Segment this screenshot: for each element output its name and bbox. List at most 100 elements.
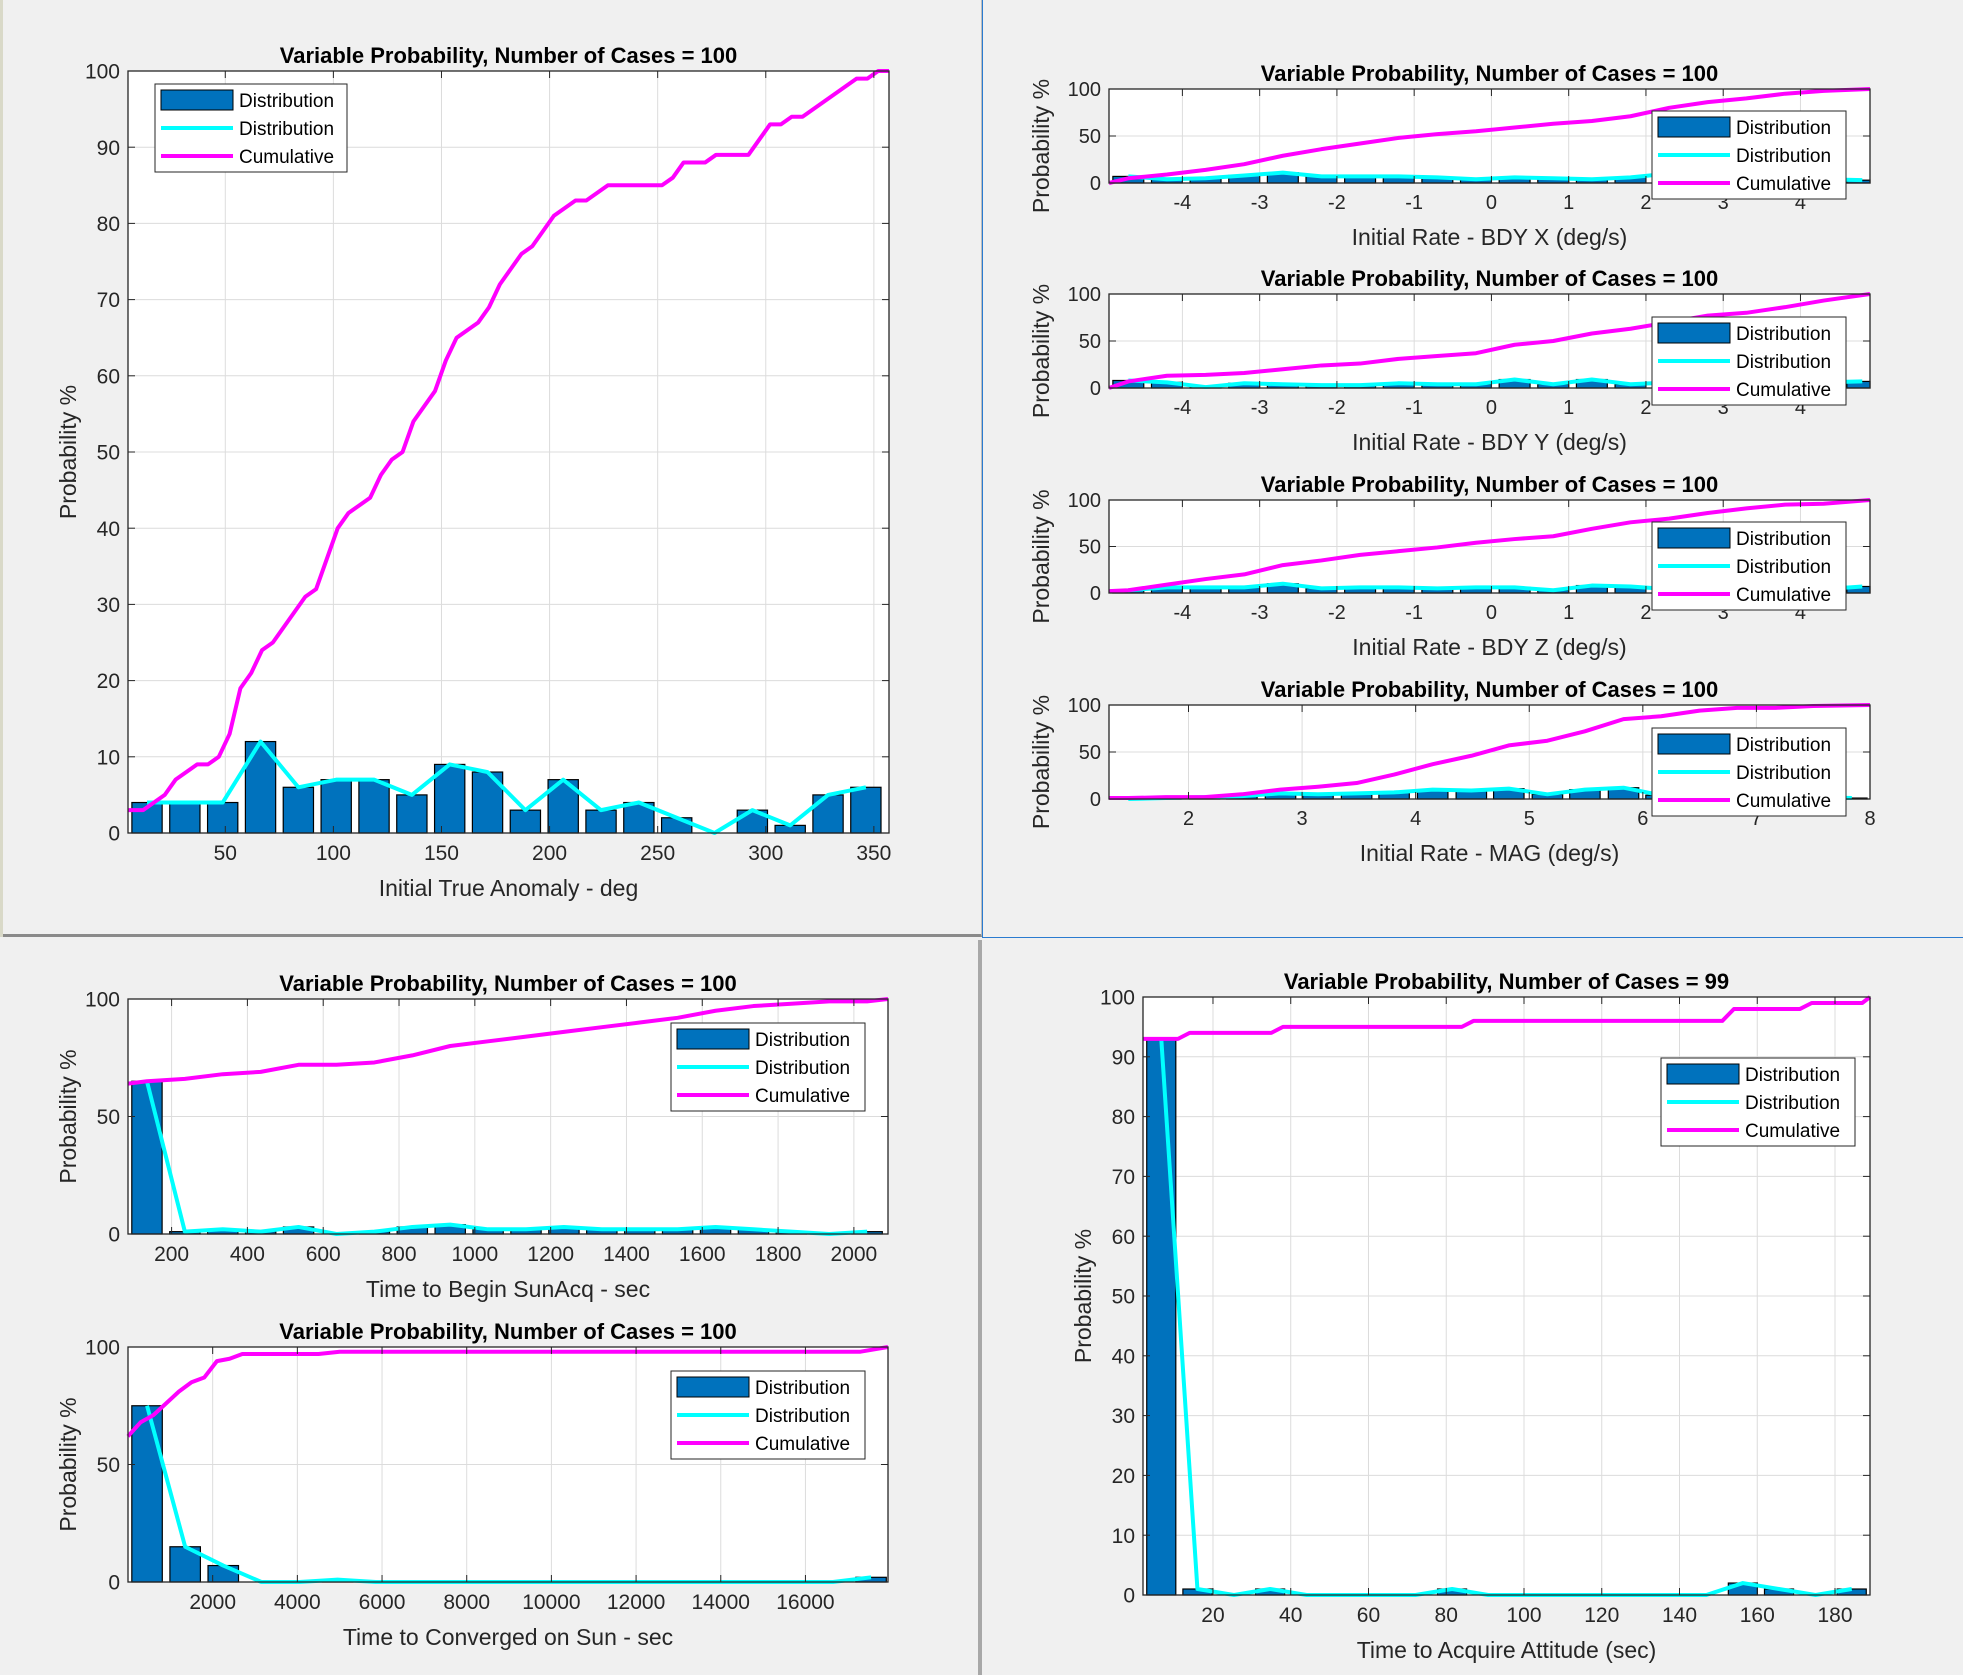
histogram-bar xyxy=(433,763,466,834)
x-tick-label: 200 xyxy=(154,1243,189,1266)
cumulative-line xyxy=(126,1345,889,1438)
chart-title: Variable Probability, Number of Cases = … xyxy=(279,1319,737,1344)
x-tick-label: 10000 xyxy=(522,1591,580,1614)
y-tick-label: 50 xyxy=(1079,331,1101,353)
legend-label: Distribution xyxy=(1736,352,1831,373)
chart-title: Variable Probability, Number of Cases = … xyxy=(279,971,737,996)
x-tick-label: -3 xyxy=(1251,602,1269,624)
histogram-bar xyxy=(131,1405,163,1583)
legend-label: Cumulative xyxy=(1745,1121,1840,1142)
y-tick-label: 100 xyxy=(1068,79,1101,101)
x-tick-label: 7 xyxy=(1751,808,1762,830)
legend-label: Distribution xyxy=(1736,529,1831,550)
x-tick-label: 0 xyxy=(1486,192,1497,214)
x-tick-label: 12000 xyxy=(607,1591,665,1614)
legend-swatch-bar xyxy=(1657,733,1731,755)
x-tick-label: 2 xyxy=(1183,808,1194,830)
x-tick-label: 600 xyxy=(306,1243,341,1266)
x-tick-label: 160 xyxy=(1740,1604,1775,1627)
legend-swatch-bar xyxy=(1666,1063,1740,1085)
chart-title: Variable Probability, Number of Cases = … xyxy=(1284,969,1729,994)
legend: Distribution Distribution Cumulative xyxy=(1651,727,1847,817)
x-tick-label: 2 xyxy=(1640,397,1651,419)
y-axis-label: Probability % xyxy=(1028,695,1054,829)
legend-swatch-bar xyxy=(1657,322,1731,344)
distribution-line xyxy=(145,1080,868,1236)
legend-label: Cumulative xyxy=(1736,380,1831,401)
x-tick-label: 8 xyxy=(1864,808,1875,830)
legend-label: Distribution xyxy=(239,91,334,112)
x-tick-label: -4 xyxy=(1173,192,1191,214)
x-tick-label: 1 xyxy=(1563,397,1574,419)
x-tick-label: 2000 xyxy=(189,1591,236,1614)
y-axis-label: Probability % xyxy=(55,1397,81,1531)
y-tick-label: 100 xyxy=(1068,284,1101,306)
histogram-bar xyxy=(585,809,617,834)
chart-bdy-z: -4 -3 -2 -1 0 1 2 3 4 0 50 100 Variable Probability,… xyxy=(1028,472,1871,660)
y-tick-label: 90 xyxy=(97,137,120,160)
x-tick-label: 4 xyxy=(1410,808,1421,830)
x-tick-label: 1 xyxy=(1563,192,1574,214)
y-tick-label: 50 xyxy=(1079,126,1101,148)
x-tick-label: 3 xyxy=(1297,808,1308,830)
y-tick-label: 100 xyxy=(1100,987,1135,1010)
x-tick-label: 3 xyxy=(1718,602,1729,624)
chart-true-anomaly: 50 100 150 200 250 300 350 0 10 20 30 40 50 60 70 80 90 1… xyxy=(55,43,891,901)
legend-label: Distribution xyxy=(755,1406,850,1427)
chart-title: Variable Probability, Number of Cases = … xyxy=(1261,677,1719,702)
y-tick-label: 100 xyxy=(85,61,120,84)
y-tick-label: 40 xyxy=(1112,1345,1135,1368)
background-window-edge xyxy=(0,0,3,937)
legend: Distribution Distribution Cumulative xyxy=(1660,1057,1856,1147)
legend: Distribution Distribution Cumulative xyxy=(670,1370,866,1460)
histogram-bar xyxy=(396,794,428,834)
legend-swatch-bar xyxy=(160,89,234,111)
cumulative-line xyxy=(1108,498,1871,594)
x-tick-label: 16000 xyxy=(776,1591,834,1614)
legend-label: Distribution xyxy=(1736,735,1831,756)
cumulative-line xyxy=(128,69,889,813)
chart-title: Variable Probability, Number of Cases = … xyxy=(280,43,738,68)
chart-mag: 2 3 4 5 6 7 8 0 50 100 Variable Probability, Numbe… xyxy=(1028,677,1876,866)
y-tick-label: 30 xyxy=(97,594,120,617)
histogram-bar xyxy=(509,809,542,834)
y-tick-label: 0 xyxy=(1090,173,1101,195)
y-tick-label: 20 xyxy=(1112,1465,1135,1488)
y-tick-label: 50 xyxy=(1079,537,1101,559)
legend-label: Distribution xyxy=(1736,763,1831,784)
x-tick-label: 3 xyxy=(1718,397,1729,419)
y-tick-label: 100 xyxy=(1068,490,1101,512)
legend-label: Distribution xyxy=(755,1058,850,1079)
histogram-bar xyxy=(206,801,239,834)
legend: Distribution Distribution Cumulative xyxy=(1651,110,1847,200)
legend-label: Distribution xyxy=(755,1378,850,1399)
x-axis-label: Initial Rate - BDY Z (deg/s) xyxy=(1352,634,1626,660)
x-tick-label: 1400 xyxy=(603,1243,650,1266)
y-tick-label: 0 xyxy=(1090,583,1101,605)
x-tick-label: 4 xyxy=(1795,397,1806,419)
y-tick-label: 10 xyxy=(97,746,120,769)
x-axis-label: Initial True Anomaly - deg xyxy=(379,875,639,901)
x-tick-label: -4 xyxy=(1173,602,1191,624)
y-tick-label: 100 xyxy=(1068,695,1101,717)
legend-swatch-bar xyxy=(676,1028,750,1050)
x-tick-label: 40 xyxy=(1279,1604,1302,1627)
legend-label: Cumulative xyxy=(1736,585,1831,606)
x-tick-label: 4000 xyxy=(274,1591,321,1614)
x-tick-label: 4 xyxy=(1795,192,1806,214)
histogram-bar xyxy=(169,801,201,834)
x-tick-label: 1 xyxy=(1563,602,1574,624)
y-tick-label: 70 xyxy=(1112,1166,1135,1189)
x-tick-label: -1 xyxy=(1405,192,1423,214)
legend: Distribution Distribution Cumulative xyxy=(1651,521,1847,611)
x-tick-label: 80 xyxy=(1435,1604,1458,1627)
x-axis-label: Time to Acquire Attitude (sec) xyxy=(1357,1637,1657,1663)
histogram-bar xyxy=(282,786,315,834)
x-tick-label: 3 xyxy=(1718,192,1729,214)
legend-swatch-bar xyxy=(676,1376,750,1398)
x-tick-label: 1600 xyxy=(679,1243,726,1266)
legend-swatch-bar xyxy=(1657,116,1731,138)
legend-label: Cumulative xyxy=(755,1434,850,1455)
x-tick-label: 8000 xyxy=(443,1591,490,1614)
x-tick-label: 0 xyxy=(1486,397,1497,419)
